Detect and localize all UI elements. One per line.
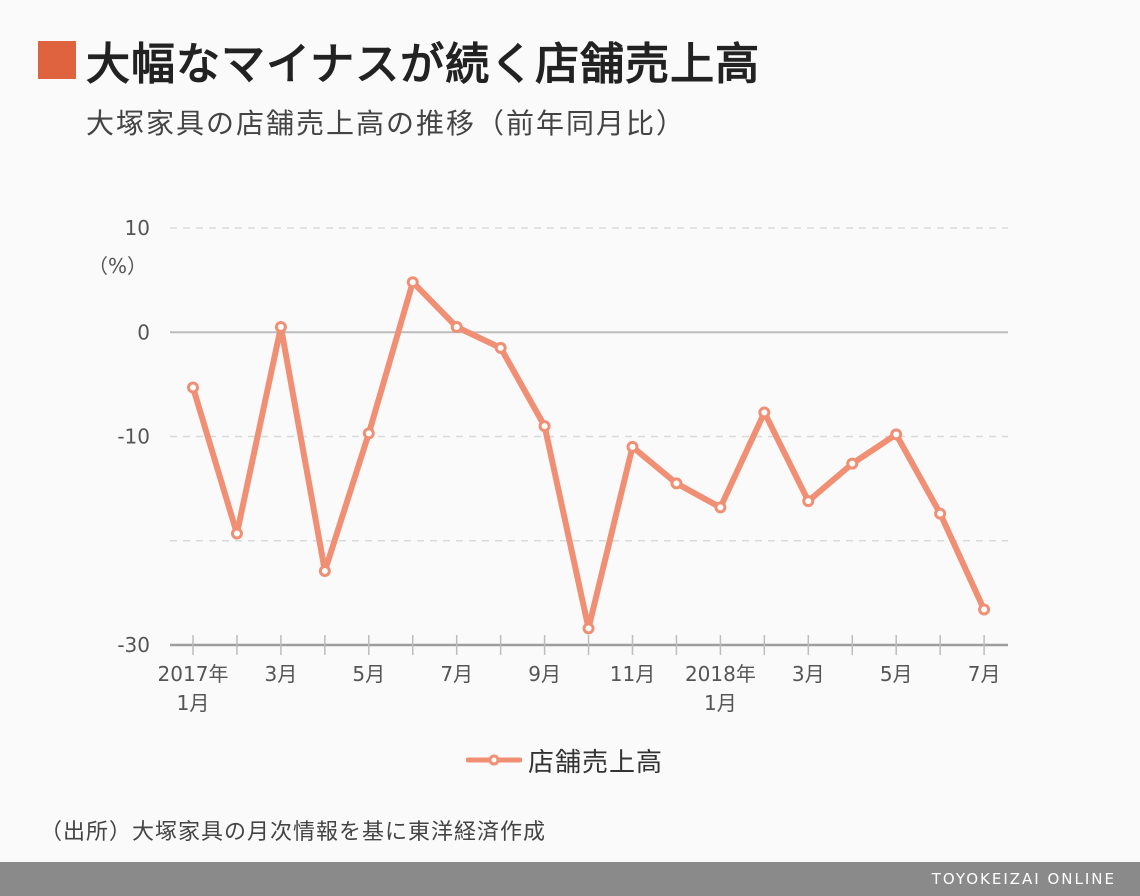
data-point xyxy=(626,440,639,453)
x-tick-label: 11月 xyxy=(610,662,655,686)
chart-subtitle: 大塚家具の店舗売上高の推移（前年同月比） xyxy=(86,107,687,140)
data-point xyxy=(978,603,991,616)
x-tick-label: 1月 xyxy=(177,691,210,715)
data-point xyxy=(714,501,727,514)
data-point xyxy=(670,477,683,490)
x-tick-label: 5月 xyxy=(880,662,913,686)
y-tick-label: -10 xyxy=(117,425,150,449)
y-tick-label: -30 xyxy=(117,633,150,657)
x-tick-label: 1月 xyxy=(704,691,737,715)
source-note: （出所）大塚家具の月次情報を基に東洋経済作成 xyxy=(40,820,547,845)
data-point xyxy=(802,495,815,508)
x-tick-label: 3月 xyxy=(792,662,825,686)
x-tick-label: 7月 xyxy=(968,662,1001,686)
footer-brand: TOYOKEIZAI ONLINE xyxy=(931,870,1116,888)
data-point xyxy=(846,457,859,470)
y-tick-label: 0 xyxy=(137,320,150,344)
data-point xyxy=(318,564,331,577)
data-point xyxy=(890,428,903,441)
x-tick-label: 3月 xyxy=(265,662,298,686)
data-point xyxy=(187,381,199,394)
data-point xyxy=(582,622,595,635)
data-point xyxy=(230,527,243,540)
y-unit-label: （%） xyxy=(88,254,147,278)
x-tick-label: 2017年 xyxy=(158,662,229,686)
x-tick-label: 5月 xyxy=(352,662,385,686)
data-point xyxy=(406,276,419,289)
series-line xyxy=(190,279,988,632)
title-row: 大幅なマイナスが続く店舗売上高 xyxy=(38,30,760,90)
footer-bar: TOYOKEIZAI ONLINE xyxy=(0,862,1140,896)
legend-label: 店舗売上高 xyxy=(528,747,664,778)
data-point xyxy=(450,321,463,334)
data-point xyxy=(758,406,771,419)
x-tick-label: 9月 xyxy=(528,662,561,686)
line-chart: 10 0 -10 -30 （%） 2017年 1月 3月 5月 7月 9月 11月 2018年 1月 3月 5… xyxy=(88,216,1008,715)
data-point xyxy=(934,507,947,520)
legend-line-marker-icon xyxy=(466,754,522,766)
data-point xyxy=(538,420,551,433)
chart-title: 大幅なマイナスが続く店舗売上高 xyxy=(86,39,761,90)
data-point xyxy=(274,321,287,334)
data-point xyxy=(494,341,507,354)
legend: 店舗売上高 xyxy=(466,742,663,778)
title-square-icon xyxy=(38,41,76,79)
y-tick-label: 10 xyxy=(125,216,150,240)
data-point xyxy=(362,427,375,440)
x-tick-label: 2018年 xyxy=(685,662,756,686)
x-tick-label: 7月 xyxy=(440,662,473,686)
